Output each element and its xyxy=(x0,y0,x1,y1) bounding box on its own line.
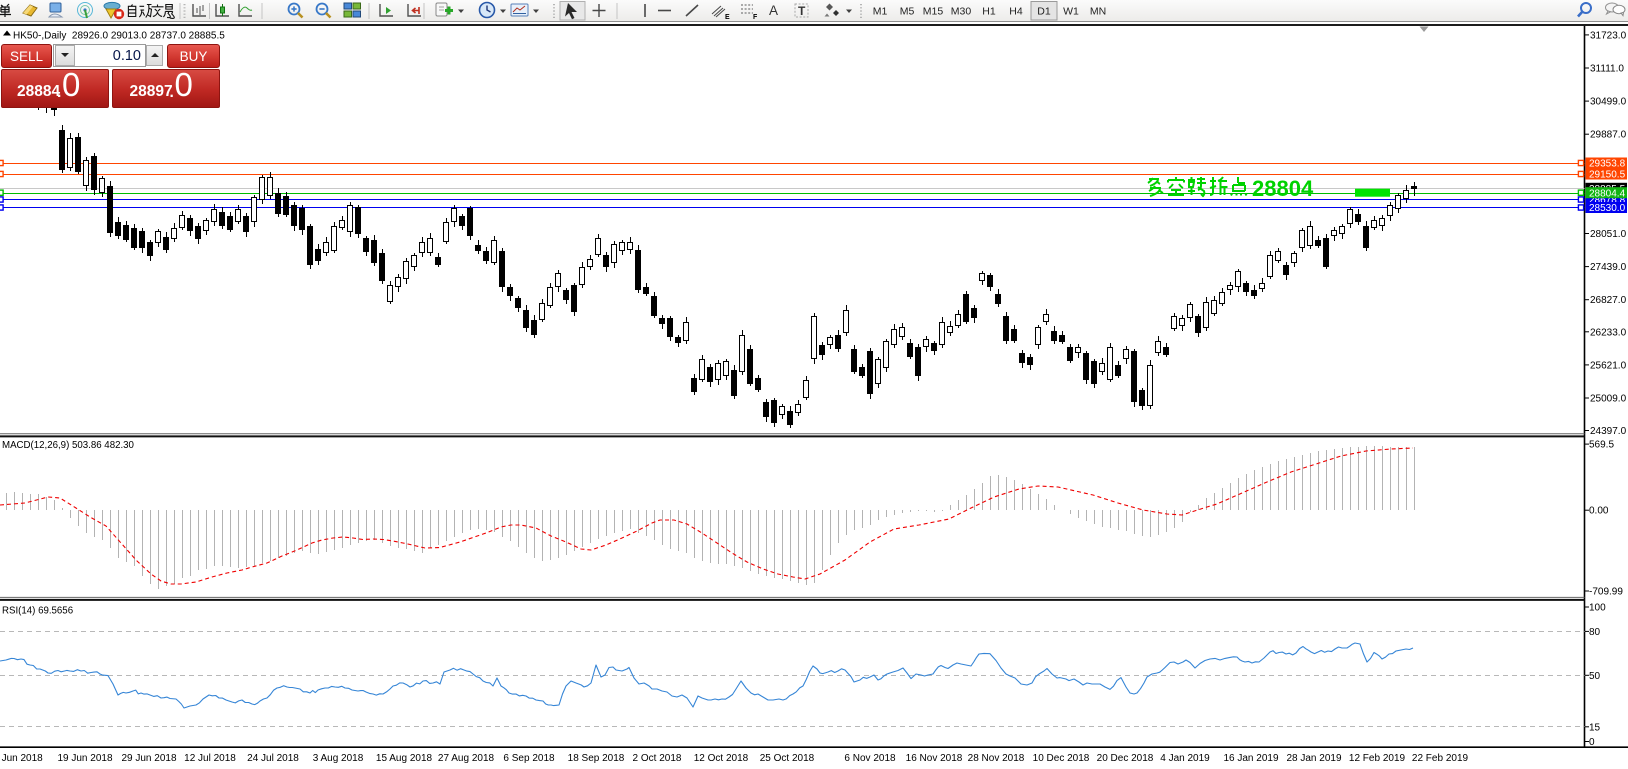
svg-text:A: A xyxy=(769,3,778,18)
svg-text:12 Jul 2018: 12 Jul 2018 xyxy=(184,753,236,764)
svg-text:T: T xyxy=(798,4,806,18)
svg-text:25009.0: 25009.0 xyxy=(1590,394,1627,405)
svg-text:MACD(12,26,9) 503.86 482.30: MACD(12,26,9) 503.86 482.30 xyxy=(2,440,135,451)
svg-text:-709.99: -709.99 xyxy=(1589,587,1623,598)
svg-text:3 Aug 2018: 3 Aug 2018 xyxy=(313,753,364,764)
svg-text:24 Jul 2018: 24 Jul 2018 xyxy=(247,753,299,764)
svg-text:2 Oct 2018: 2 Oct 2018 xyxy=(633,753,682,764)
svg-text:28804.4: 28804.4 xyxy=(1589,188,1626,199)
svg-text:6 Sep 2018: 6 Sep 2018 xyxy=(503,753,555,764)
svg-text:29150.5: 29150.5 xyxy=(1589,170,1626,181)
svg-text:28 Nov 2018: 28 Nov 2018 xyxy=(968,753,1025,764)
svg-text:D1: D1 xyxy=(1037,6,1051,18)
svg-text:HK50-,Daily 28926.0 29013.0 2: HK50-,Daily 28926.0 29013.0 28737.0 2888… xyxy=(13,31,225,42)
svg-text:M5: M5 xyxy=(900,6,915,18)
svg-text:M1: M1 xyxy=(873,6,888,18)
svg-text:7 Jun 2018: 7 Jun 2018 xyxy=(0,753,43,764)
svg-text:26233.0: 26233.0 xyxy=(1590,327,1627,338)
svg-text:F: F xyxy=(753,14,758,21)
svg-text:28804: 28804 xyxy=(1252,176,1314,201)
svg-text:28678.8: 28678.8 xyxy=(1589,195,1626,206)
svg-text:12 Feb 2019: 12 Feb 2019 xyxy=(1349,753,1406,764)
svg-text:H4: H4 xyxy=(1009,6,1023,18)
svg-text:20 Dec 2018: 20 Dec 2018 xyxy=(1097,753,1154,764)
svg-text:10 Dec 2018: 10 Dec 2018 xyxy=(1033,753,1090,764)
svg-text:6 Nov 2018: 6 Nov 2018 xyxy=(844,753,896,764)
svg-text:50: 50 xyxy=(1589,671,1601,682)
svg-text:0: 0 xyxy=(1589,737,1595,748)
svg-text:27439.0: 27439.0 xyxy=(1590,262,1627,273)
svg-text:12 Oct 2018: 12 Oct 2018 xyxy=(694,753,749,764)
svg-text:29 Jun 2018: 29 Jun 2018 xyxy=(121,753,176,764)
svg-text:80: 80 xyxy=(1589,627,1601,638)
svg-text:24397.0: 24397.0 xyxy=(1590,426,1627,437)
svg-text:W1: W1 xyxy=(1063,6,1079,18)
svg-text:31723.0: 31723.0 xyxy=(1590,30,1627,41)
svg-text:26827.0: 26827.0 xyxy=(1590,295,1627,306)
svg-text:29353.8: 29353.8 xyxy=(1589,159,1626,170)
svg-text:29887.0: 29887.0 xyxy=(1590,130,1627,141)
svg-text:28051.0: 28051.0 xyxy=(1590,229,1627,240)
svg-text:28530.0: 28530.0 xyxy=(1589,203,1626,214)
svg-text:569.5: 569.5 xyxy=(1589,440,1614,451)
svg-text:16 Nov 2018: 16 Nov 2018 xyxy=(906,753,963,764)
svg-text:RSI(14) 69.5656: RSI(14) 69.5656 xyxy=(2,606,73,617)
svg-text:E: E xyxy=(725,14,730,21)
svg-text:MN: MN xyxy=(1090,6,1106,18)
svg-text:15 Aug 2018: 15 Aug 2018 xyxy=(376,753,433,764)
svg-text:15: 15 xyxy=(1589,722,1601,733)
svg-text:25621.0: 25621.0 xyxy=(1590,360,1627,371)
svg-text:31111.0: 31111.0 xyxy=(1590,64,1624,75)
svg-text:25 Oct 2018: 25 Oct 2018 xyxy=(760,753,815,764)
svg-text:19 Jun 2018: 19 Jun 2018 xyxy=(57,753,112,764)
svg-text:16 Jan 2019: 16 Jan 2019 xyxy=(1223,753,1278,764)
svg-text:0.00: 0.00 xyxy=(1589,506,1609,517)
svg-text:4 Jan 2019: 4 Jan 2019 xyxy=(1160,753,1210,764)
svg-text:H1: H1 xyxy=(982,6,996,18)
svg-text:18 Sep 2018: 18 Sep 2018 xyxy=(568,753,625,764)
svg-text:M30: M30 xyxy=(951,6,972,18)
svg-text:100: 100 xyxy=(1589,603,1606,614)
svg-text:M15: M15 xyxy=(923,6,944,18)
svg-text:22 Feb 2019: 22 Feb 2019 xyxy=(1412,753,1469,764)
svg-text:30499.0: 30499.0 xyxy=(1590,97,1627,108)
svg-text:28 Jan 2019: 28 Jan 2019 xyxy=(1286,753,1341,764)
svg-text:27 Aug 2018: 27 Aug 2018 xyxy=(438,753,495,764)
